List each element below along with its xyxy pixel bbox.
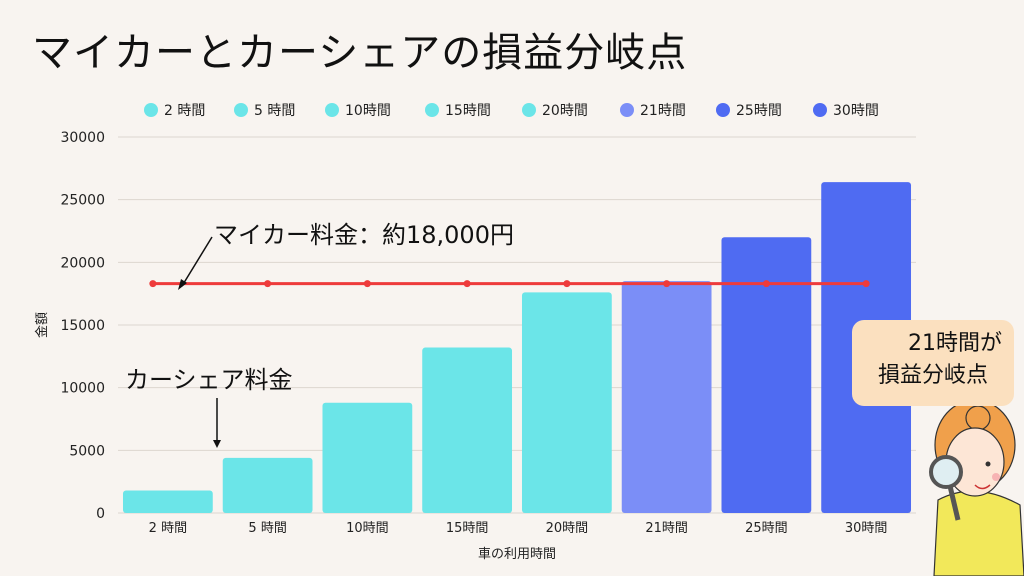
mycar-line-point — [463, 280, 471, 288]
x-tick-label: 25時間 — [745, 521, 788, 536]
mycar-line-point — [663, 280, 671, 288]
y-tick-label: 30000 — [60, 130, 105, 146]
mycar-line-point — [563, 280, 571, 288]
mycar-arrow-icon — [181, 236, 213, 287]
y-axis-label: 金額 — [34, 312, 50, 338]
legend-marker — [620, 103, 634, 117]
x-tick-label: 30時間 — [845, 521, 888, 536]
y-tick-label: 5000 — [69, 443, 105, 459]
legend-label: 30時間 — [833, 103, 879, 119]
y-tick-label: 0 — [96, 506, 105, 522]
x-tick-label: 5 時間 — [248, 521, 286, 536]
x-tick-label: 21時間 — [645, 521, 688, 536]
bar-25時間 — [721, 237, 812, 513]
legend-label: 15時間 — [445, 103, 491, 119]
carshare-annotation: カーシェア料金 — [125, 366, 293, 394]
mycar-line-point — [762, 280, 770, 288]
legend-label: 2 時間 — [164, 103, 205, 119]
legend-marker — [813, 103, 827, 117]
mycar-annotation: マイカー料金：約18,000円 — [214, 221, 514, 249]
legend-label: 5 時間 — [254, 103, 295, 119]
callout-line-2: 損益分岐点 — [877, 363, 988, 388]
x-tick-label: 2 時間 — [149, 521, 187, 536]
x-tick-label: 20時間 — [546, 521, 589, 536]
bar-21時間 — [621, 281, 712, 513]
y-tick-label: 20000 — [60, 255, 105, 271]
bar-2時間 — [122, 490, 213, 513]
bar-10時間 — [322, 402, 413, 513]
mycar-line-point — [862, 280, 870, 288]
legend-marker — [716, 103, 730, 117]
break-even-callout: 21時間が 損益分岐点 — [852, 320, 1014, 406]
y-tick-label: 15000 — [60, 318, 105, 334]
legend-marker — [144, 103, 158, 117]
legend-marker — [522, 103, 536, 117]
x-axis-label: 車の利用時間 — [478, 547, 556, 562]
mycar-arrowhead-icon — [178, 279, 187, 290]
y-tick-label: 10000 — [60, 381, 105, 397]
y-tick-label: 25000 — [60, 193, 105, 209]
legend-label: 21時間 — [640, 103, 686, 119]
legend-label: 25時間 — [736, 103, 782, 119]
bar-20時間 — [521, 292, 612, 513]
person-with-magnifier-icon — [929, 399, 1024, 576]
carshare-arrowhead-icon — [213, 440, 221, 448]
callout-line-1: 21時間が — [908, 331, 1002, 356]
legend-label: 10時間 — [345, 103, 391, 119]
legend-marker — [325, 103, 339, 117]
page-title: マイカーとカーシェアの損益分岐点 — [32, 30, 688, 76]
legend-marker — [425, 103, 439, 117]
bar-15時間 — [422, 347, 513, 513]
mycar-line-point — [363, 280, 371, 288]
x-tick-label: 10時間 — [346, 521, 389, 536]
legend-label: 20時間 — [542, 103, 588, 119]
bar-5時間 — [222, 457, 313, 513]
mycar-line-point — [149, 280, 157, 288]
x-tick-label: 15時間 — [446, 521, 489, 536]
mycar-line-point — [264, 280, 272, 288]
legend-marker — [234, 103, 248, 117]
